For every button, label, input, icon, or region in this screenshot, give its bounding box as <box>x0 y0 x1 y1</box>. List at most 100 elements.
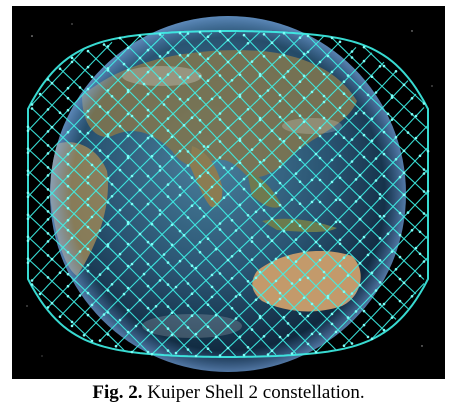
satellite-node <box>310 302 314 306</box>
satellite-node <box>106 69 110 72</box>
satellite-node <box>266 353 270 356</box>
satellite-node <box>222 196 226 199</box>
satellite-node <box>198 118 202 122</box>
satellite-node <box>26 147 30 151</box>
satellite-node <box>270 261 274 264</box>
satellite-node <box>346 274 350 277</box>
satellite-node <box>382 174 386 178</box>
satellite-node <box>290 352 294 355</box>
satellite-node <box>298 80 302 83</box>
satellite-node <box>218 140 222 143</box>
satellite-node <box>238 161 242 165</box>
satellite-node <box>214 247 218 251</box>
satellite-node <box>166 327 170 330</box>
satellite-node <box>378 215 382 218</box>
satellite-node <box>166 117 170 120</box>
satellite-node <box>90 339 94 343</box>
satellite-node <box>338 198 342 202</box>
satellite-node <box>50 257 54 261</box>
satellite-node <box>26 257 30 261</box>
satellite-node <box>186 150 190 153</box>
satellite-node <box>98 273 102 276</box>
satellite-node <box>126 134 130 138</box>
satellite-node <box>178 193 182 197</box>
satellite-node <box>390 94 394 97</box>
orbit-track <box>39 93 297 354</box>
satellite-node <box>206 57 210 60</box>
satellite-node <box>330 322 334 326</box>
satellite-node <box>374 289 378 292</box>
satellite-node <box>158 165 162 168</box>
orbit-track <box>315 234 429 353</box>
satellite-node <box>294 260 298 263</box>
satellite-node <box>86 291 90 295</box>
satellite-node <box>242 187 246 191</box>
satellite-node <box>422 260 426 263</box>
satellite-node <box>322 100 326 104</box>
satellite-node <box>186 98 190 101</box>
satellite-node <box>398 277 402 281</box>
satellite-node <box>86 49 90 53</box>
satellite-node <box>378 259 382 262</box>
satellite-node <box>238 293 242 297</box>
satellite-node <box>402 281 406 285</box>
satellite-node <box>366 335 370 339</box>
satellite-node <box>190 314 194 318</box>
satellite-node <box>298 202 302 205</box>
satellite-node <box>106 135 110 138</box>
satellite-node <box>382 130 386 134</box>
satellite-node <box>230 79 234 82</box>
satellite-node <box>166 261 170 264</box>
satellite-node <box>170 155 174 159</box>
satellite-node <box>302 120 306 124</box>
satellite-node <box>298 36 302 39</box>
satellite-node <box>178 53 182 57</box>
satellite-node <box>318 200 322 204</box>
satellite-node <box>298 146 302 149</box>
satellite-node <box>114 344 118 348</box>
satellite-node <box>278 115 282 119</box>
satellite-node <box>350 342 354 345</box>
satellite-node <box>258 316 262 320</box>
satellite-node <box>258 270 262 274</box>
satellite-node <box>294 238 298 241</box>
satellite-node <box>66 294 70 298</box>
satellite-node <box>286 70 290 73</box>
satellite-node <box>158 77 162 80</box>
satellite-node <box>166 129 170 132</box>
satellite-node <box>278 159 282 163</box>
satellite-node <box>210 185 214 189</box>
satellite-node <box>198 30 202 34</box>
satellite-node <box>270 129 274 132</box>
satellite-node <box>382 328 386 332</box>
satellite-node <box>326 296 330 300</box>
orbit-track <box>99 61 385 341</box>
satellite-node <box>202 215 206 218</box>
satellite-node <box>334 220 338 224</box>
satellite-node <box>226 324 230 328</box>
satellite-node <box>290 282 294 285</box>
satellite-node <box>118 124 122 128</box>
orbit-track <box>371 283 425 340</box>
satellite-node <box>218 222 222 225</box>
satellite-node <box>342 114 346 117</box>
satellite-node <box>26 195 30 199</box>
satellite-node <box>46 210 50 213</box>
satellite-node <box>234 317 238 320</box>
satellite-node <box>202 145 206 148</box>
satellite-node <box>402 149 406 153</box>
satellite-node <box>126 90 130 94</box>
satellite-node <box>254 210 258 214</box>
satellite-node <box>254 298 258 302</box>
satellite-node <box>106 155 110 158</box>
satellite-node <box>410 295 414 298</box>
satellite-node <box>218 96 222 99</box>
satellite-node <box>130 114 134 118</box>
satellite-node <box>390 250 394 253</box>
satellite-node <box>370 75 374 78</box>
satellite-node <box>106 133 110 136</box>
orbit-track <box>27 32 213 220</box>
satellite-node <box>178 185 182 189</box>
orbit-track <box>243 34 429 218</box>
satellite-node <box>170 243 174 247</box>
